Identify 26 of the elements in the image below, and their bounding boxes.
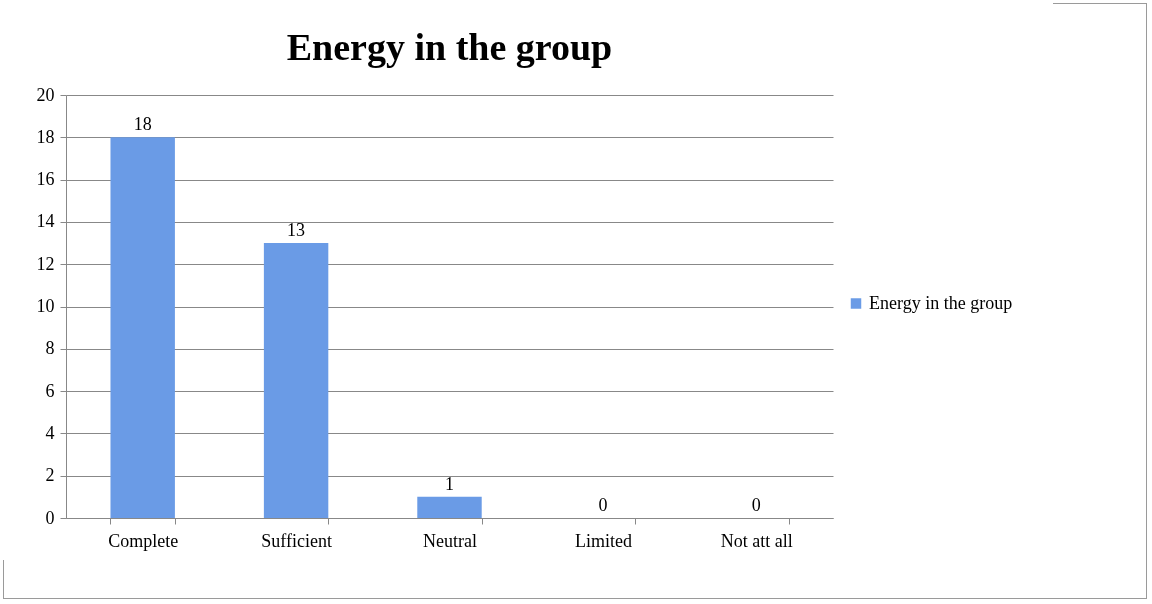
- y-tick-label: 12: [36, 253, 55, 274]
- y-tick-label: 0: [45, 507, 55, 528]
- legend-label: Energy in the group: [869, 292, 1013, 313]
- x-tick-label: Limited: [574, 530, 632, 551]
- y-tick-label: 2: [45, 465, 55, 486]
- y-tick-label: 14: [36, 211, 55, 232]
- bar: [417, 496, 482, 518]
- data-label: 13: [287, 220, 306, 241]
- chart-title: Energy in the group: [286, 26, 613, 68]
- data-label: 0: [598, 495, 608, 515]
- y-tick-label: 6: [45, 380, 55, 401]
- bar: [263, 243, 329, 518]
- data-label: 18: [133, 114, 152, 135]
- y-tick-label: 20: [36, 84, 55, 105]
- y-tick-label: 10: [36, 296, 55, 316]
- x-tick-label: Neutral: [423, 530, 477, 551]
- y-tick-label: 4: [45, 422, 55, 443]
- bar: [110, 137, 175, 518]
- x-tick-label: Complete: [108, 530, 179, 551]
- x-tick-label: Sufficient: [261, 530, 332, 551]
- data-label: 1: [445, 473, 454, 494]
- y-tick-label: 8: [45, 338, 55, 359]
- data-label: 0: [751, 495, 761, 515]
- y-tick-label: 18: [36, 126, 55, 147]
- y-tick-label: 16: [36, 169, 55, 190]
- x-tick-label: Not att all: [720, 530, 793, 551]
